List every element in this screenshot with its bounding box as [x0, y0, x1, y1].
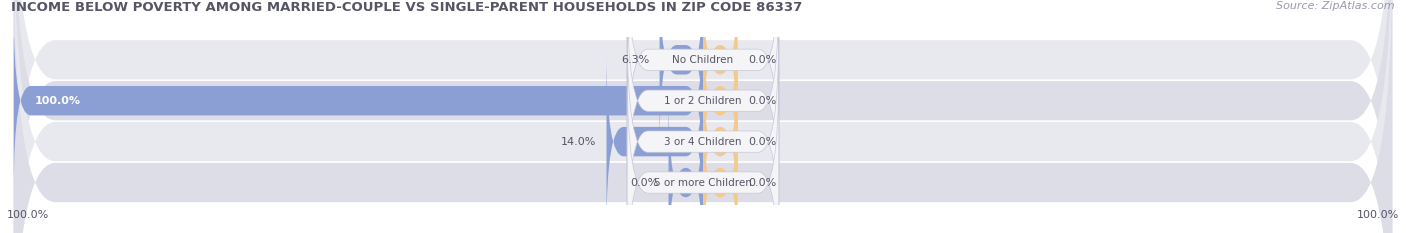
- Text: 0.0%: 0.0%: [748, 178, 776, 188]
- Text: 0.0%: 0.0%: [748, 137, 776, 147]
- Text: 0.0%: 0.0%: [630, 178, 658, 188]
- FancyBboxPatch shape: [627, 0, 779, 213]
- Text: 5 or more Children: 5 or more Children: [654, 178, 752, 188]
- FancyBboxPatch shape: [627, 70, 779, 233]
- Text: 0.0%: 0.0%: [748, 96, 776, 106]
- FancyBboxPatch shape: [606, 54, 703, 229]
- FancyBboxPatch shape: [703, 0, 738, 147]
- FancyBboxPatch shape: [703, 54, 738, 229]
- FancyBboxPatch shape: [668, 95, 703, 233]
- FancyBboxPatch shape: [627, 30, 779, 233]
- FancyBboxPatch shape: [14, 0, 1392, 233]
- Text: 100.0%: 100.0%: [35, 96, 80, 106]
- Text: 100.0%: 100.0%: [7, 210, 49, 220]
- FancyBboxPatch shape: [703, 95, 738, 233]
- FancyBboxPatch shape: [627, 0, 779, 172]
- Text: 100.0%: 100.0%: [1357, 210, 1399, 220]
- Text: No Children: No Children: [672, 55, 734, 65]
- Text: INCOME BELOW POVERTY AMONG MARRIED-COUPLE VS SINGLE-PARENT HOUSEHOLDS IN ZIP COD: INCOME BELOW POVERTY AMONG MARRIED-COUPL…: [11, 1, 803, 14]
- FancyBboxPatch shape: [14, 0, 1392, 233]
- Text: Source: ZipAtlas.com: Source: ZipAtlas.com: [1277, 1, 1395, 11]
- Text: 0.0%: 0.0%: [748, 55, 776, 65]
- Text: 14.0%: 14.0%: [561, 137, 596, 147]
- FancyBboxPatch shape: [703, 13, 738, 188]
- Text: 1 or 2 Children: 1 or 2 Children: [664, 96, 742, 106]
- FancyBboxPatch shape: [14, 0, 1392, 233]
- FancyBboxPatch shape: [14, 13, 703, 188]
- Text: 6.3%: 6.3%: [621, 55, 650, 65]
- Text: 3 or 4 Children: 3 or 4 Children: [664, 137, 742, 147]
- FancyBboxPatch shape: [659, 0, 703, 147]
- FancyBboxPatch shape: [14, 0, 1392, 233]
